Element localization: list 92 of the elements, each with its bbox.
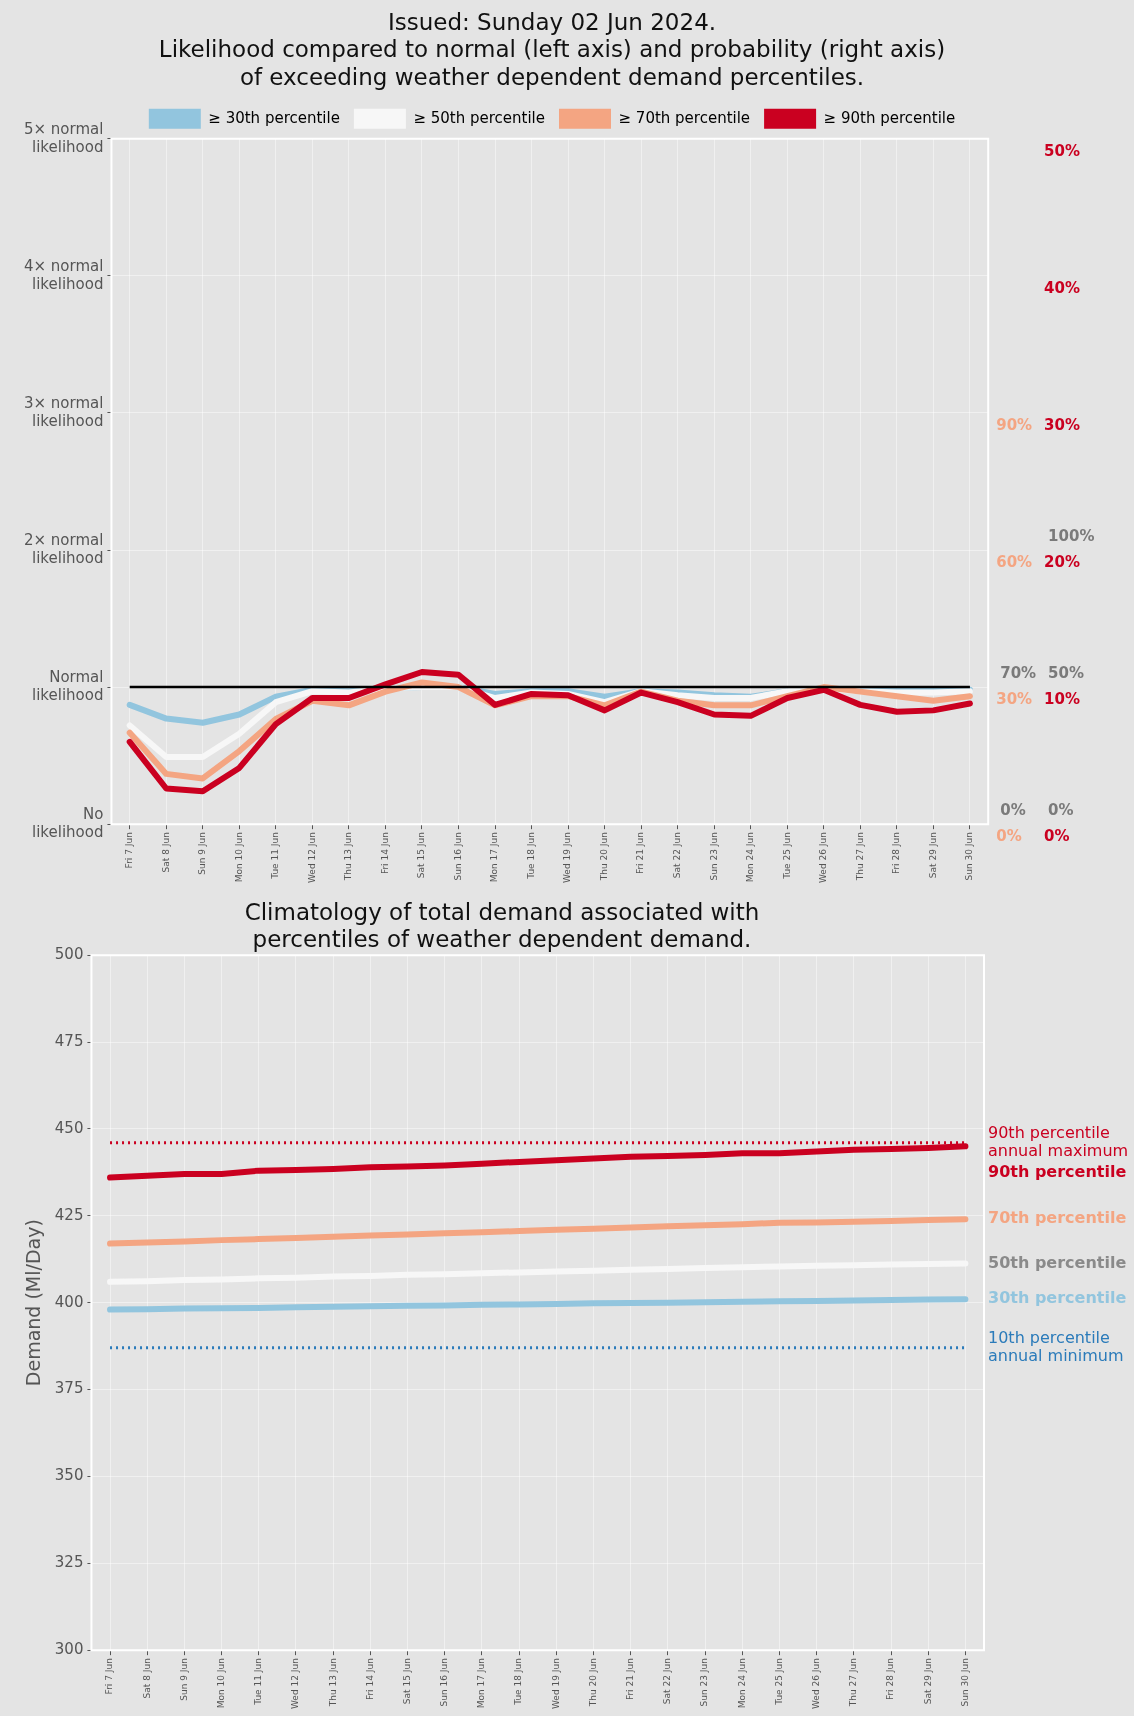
- text: 0%: [1048, 801, 1074, 820]
- x-tick-label: Fri 28 Jun: [885, 1658, 896, 1701]
- y2-tick-label: 0%: [1044, 827, 1070, 846]
- text: 0%: [1000, 801, 1026, 820]
- x-tick-label: Sat 29 Jun: [927, 832, 938, 879]
- x-tick-label: Mon 10 Jun: [215, 1658, 226, 1709]
- y2-tick-label: 20%: [1044, 552, 1080, 571]
- x-tick-label: Sun 9 Jun: [178, 1658, 189, 1701]
- legend-label: ≥ 90th percentile: [823, 108, 956, 127]
- y2-tick-label: 10%: [1044, 689, 1080, 708]
- y-tick-label: 475: [54, 1031, 84, 1050]
- x-tick-label: Sat 8 Jun: [141, 1658, 152, 1699]
- x-tick-label: Sat 15 Jun: [416, 832, 427, 879]
- x-tick-label: Fri 14 Jun: [364, 1658, 375, 1701]
- x-tick-label: Wed 12 Jun: [306, 832, 317, 883]
- y-tick-label: Normal likelihood: [32, 667, 104, 704]
- y-tick-label: 425: [54, 1205, 84, 1224]
- x-tick-label: Sat 15 Jun: [401, 1658, 412, 1705]
- y3-tick-label: 30%: [996, 689, 1033, 708]
- x-tick-label: Thu 13 Jun: [327, 1658, 338, 1708]
- x-tick-label: Sat 8 Jun: [160, 832, 171, 873]
- x-tick-label: Tue 18 Jun: [525, 832, 536, 880]
- x-tick-label: Sun 30 Jun: [959, 1658, 970, 1707]
- x-tick-label: Tue 11 Jun: [270, 832, 281, 880]
- x-tick-label: Sun 9 Jun: [197, 832, 208, 875]
- x-tick-label: Tue 11 Jun: [253, 1658, 264, 1706]
- y-tick-label: 4× normal likelihood: [23, 256, 104, 293]
- x-tick-label: Sun 23 Jun: [708, 832, 719, 881]
- x-tick-label: Sun 30 Jun: [964, 832, 975, 881]
- y-tick-label: 2× normal likelihood: [23, 530, 104, 567]
- x-tick-label: Sat 22 Jun: [662, 1658, 673, 1705]
- y-tick-label: 300: [54, 1640, 84, 1659]
- x-tick-label: Mon 17 Jun: [476, 1658, 487, 1709]
- y-tick-label: 325: [54, 1553, 84, 1572]
- y-tick-label: 375: [54, 1379, 84, 1398]
- text: 100%: [1048, 526, 1095, 545]
- chart-title: Climatology of total demand associated with percentiles of weather dependent demand.: [244, 898, 760, 953]
- x-tick-label: Mon 24 Jun: [736, 1658, 747, 1709]
- x-tick-label: Fri 28 Jun: [891, 832, 902, 875]
- text: 50%: [1048, 663, 1084, 682]
- series-label: 30th percentile: [988, 1288, 1127, 1308]
- y3-tick-label: 0%: [996, 827, 1022, 846]
- y-tick-label: 350: [54, 1466, 84, 1485]
- y3-tick-label: 60%: [996, 552, 1033, 571]
- x-tick-label: Sun 16 Jun: [439, 1658, 450, 1707]
- x-tick-label: Thu 27 Jun: [848, 1658, 859, 1708]
- x-tick-label: Fri 7 Jun: [104, 1658, 115, 1695]
- x-tick-label: Wed 26 Jun: [818, 832, 829, 883]
- x-tick-label: Thu 20 Jun: [587, 1658, 598, 1708]
- text: 70%: [1000, 663, 1037, 682]
- x-tick-label: Wed 19 Jun: [562, 832, 573, 883]
- y-tick-label: 5× normal likelihood: [23, 119, 104, 156]
- x-tick-label: Tue 25 Jun: [781, 832, 792, 880]
- x-tick-label: Fri 7 Jun: [124, 832, 135, 869]
- x-tick-label: Tue 18 Jun: [513, 1658, 524, 1706]
- y-tick-label: 3× normal likelihood: [23, 393, 104, 430]
- y-tick-label: 500: [54, 945, 84, 964]
- series-label: 50th percentile: [988, 1252, 1127, 1272]
- x-tick-label: Thu 13 Jun: [343, 832, 354, 882]
- y2-tick-label: 30%: [1044, 415, 1080, 434]
- x-tick-label: Mon 10 Jun: [233, 832, 244, 883]
- x-tick-label: Sun 23 Jun: [699, 1658, 710, 1707]
- series-label: 90th percentile: [988, 1161, 1127, 1181]
- chart-subtitle: Likelihood compared to normal (left axis) and probability (right axis) of exceeding weather dependent demand percentiles.: [158, 36, 946, 90]
- x-tick-label: Thu 20 Jun: [598, 832, 609, 882]
- x-tick-label: Wed 12 Jun: [290, 1658, 301, 1709]
- y2-tick-label: 40%: [1044, 278, 1080, 297]
- y2-tick-label: 50%: [1044, 141, 1080, 160]
- x-tick-label: Fri 21 Jun: [625, 1658, 636, 1701]
- x-tick-label: Fri 14 Jun: [379, 832, 390, 875]
- x-tick-label: Fri 21 Jun: [635, 832, 646, 875]
- y-tick-label: 400: [54, 1292, 84, 1311]
- x-tick-label: Sat 22 Jun: [672, 832, 683, 879]
- y-tick-label: No likelihood: [32, 805, 104, 842]
- x-tick-label: Sun 16 Jun: [452, 832, 463, 881]
- x-tick-label: Wed 26 Jun: [810, 1658, 821, 1709]
- y3-tick-label: 90%: [996, 415, 1033, 434]
- ref-line-label: 90th percentile annual maximum: [988, 1122, 1129, 1160]
- x-tick-label: Tue 25 Jun: [773, 1658, 784, 1706]
- legend-label: ≥ 70th percentile: [618, 108, 751, 127]
- x-tick-label: Sat 29 Jun: [922, 1658, 933, 1705]
- y-axis-title: Demand (Ml/Day): [22, 1219, 45, 1387]
- x-tick-label: Mon 17 Jun: [489, 832, 500, 883]
- legend-label: ≥ 30th percentile: [208, 108, 340, 127]
- x-tick-label: Wed 19 Jun: [550, 1658, 561, 1709]
- ref-line-label: 10th percentile annual minimum: [988, 1328, 1124, 1365]
- legend-label: ≥ 50th percentile: [413, 108, 546, 127]
- chart-title: Issued: Sunday 02 Jun 2024.: [387, 8, 717, 35]
- x-tick-label: Mon 24 Jun: [745, 832, 756, 883]
- series-label: 70th percentile: [988, 1208, 1127, 1228]
- x-tick-label: Thu 27 Jun: [854, 832, 865, 882]
- y-tick-label: 450: [54, 1118, 84, 1137]
